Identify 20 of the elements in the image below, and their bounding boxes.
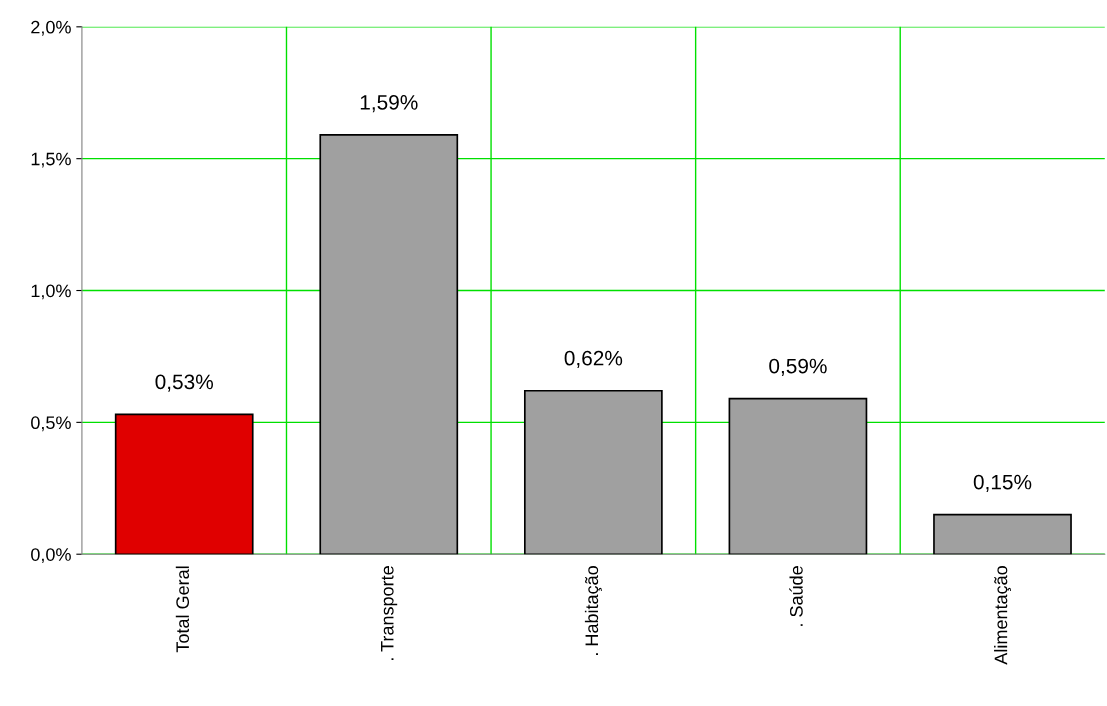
y-tick-label: 1,0% xyxy=(31,284,71,300)
bar xyxy=(933,513,1072,555)
y-tick-label: 0,5% xyxy=(31,416,71,432)
bar xyxy=(523,389,663,555)
x-tick-label: Alimentação xyxy=(994,566,1011,665)
data-label: 0,62% xyxy=(564,350,623,368)
x-tick-label: . Transporte xyxy=(381,566,398,661)
y-tick-label: 1,5% xyxy=(31,152,71,168)
x-tick-label: . Habitação xyxy=(584,566,602,655)
y-tick-label: 2,0% xyxy=(31,20,71,36)
bar xyxy=(319,134,459,555)
x-tick-label: . Saúde xyxy=(789,566,803,626)
data-label: 1,59% xyxy=(360,94,418,113)
data-label: 0,53% xyxy=(155,374,213,392)
data-label: 0,15% xyxy=(973,474,1032,492)
bar xyxy=(114,413,254,555)
data-label: 0,59% xyxy=(769,358,827,376)
x-tick-label: Total Geral xyxy=(175,566,190,653)
bar xyxy=(728,397,868,555)
y-tick-label: 0,0% xyxy=(31,548,71,564)
